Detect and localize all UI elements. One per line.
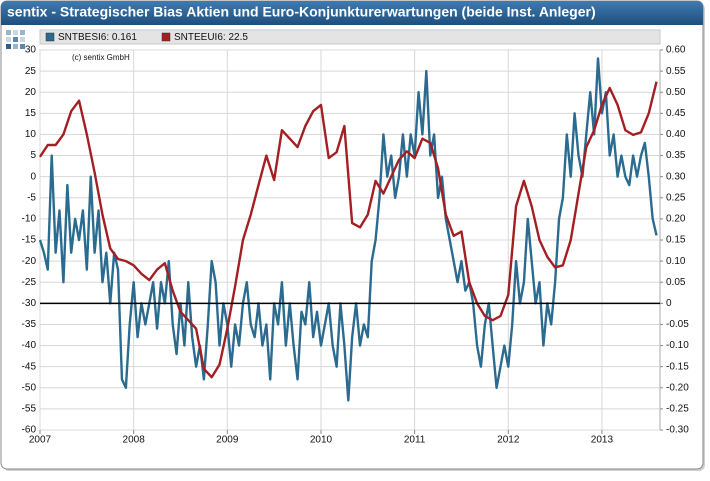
y-tick-label: -55 [22,404,37,415]
title-bar [1,1,703,25]
y-tick-label: -60 [22,425,37,436]
legend-label: SNTBESI6: 0.161 [58,32,137,43]
y2-tick-label: 0.35 [666,150,686,161]
y-tick-label: -40 [22,340,37,351]
y2-tick-label: -0.15 [666,361,689,372]
y-tick-label: 20 [25,87,37,98]
y2-tick-label: 0.10 [666,256,686,267]
y2-tick-label: 0.30 [666,171,686,182]
y-tick-label: 5 [30,150,36,161]
y-tick-label: 0 [30,171,36,182]
y-tick-label: -30 [22,298,37,309]
y2-tick-label: 0.40 [666,129,686,140]
x-tick-label: 2010 [310,435,333,446]
y2-tick-label: 0.60 [666,45,686,56]
y-tick-label: -5 [27,192,36,203]
y2-tick-label: 0.20 [666,214,686,225]
chart-title: sentix - Strategischer Bias Aktien und E… [7,4,596,20]
y2-tick-label: -0.25 [666,404,689,415]
y2-tick-label: -0.20 [666,382,689,393]
logo [6,30,25,49]
legend-swatch [45,32,55,42]
y-tick-label: -10 [22,214,37,225]
y-tick-label: -20 [22,256,37,267]
y-tick-label: 10 [25,129,37,140]
y2-tick-label: -0.30 [666,425,689,436]
y-tick-label: 30 [25,45,37,56]
x-tick-label: 2007 [29,435,52,446]
y-tick-label: -50 [22,382,37,393]
legend-label: SNTEEUI6: 22.5 [174,32,248,43]
y2-tick-label: 0.50 [666,87,686,98]
y-tick-label: 25 [25,66,37,77]
y2-tick-label: 0.25 [666,192,686,203]
y-tick-label: -35 [22,319,37,330]
annotation: (c) sentix GmbH [72,53,130,62]
y2-tick-label: 0.15 [666,235,686,246]
y-tick-label: -45 [22,361,37,372]
legend-swatch [161,32,171,42]
y-tick-label: 15 [25,108,37,119]
y2-tick-label: 0.55 [666,66,686,77]
x-tick-label: 2011 [404,435,426,446]
y2-tick-label: -0.05 [666,319,689,330]
y-tick-label: -15 [22,235,37,246]
legend-bar [39,29,661,45]
y2-tick-label: 0.45 [666,108,686,119]
y2-tick-label: 0 [666,298,672,309]
x-tick-label: 2009 [216,435,239,446]
series-line [38,57,658,402]
x-tick-label: 2008 [123,435,146,446]
y2-tick-label: 0.05 [666,277,686,288]
y-tick-label: -25 [22,277,37,288]
x-tick-label: 2012 [497,435,520,446]
series-line [38,81,658,379]
x-tick-label: 2013 [591,435,614,446]
y2-tick-label: -0.10 [666,340,689,351]
